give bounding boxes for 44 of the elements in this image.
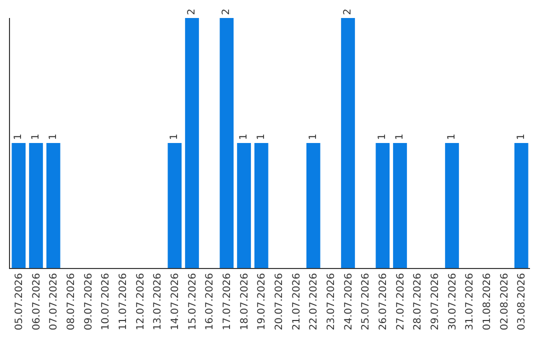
x-tick-label: 27.07.2026	[395, 273, 406, 330]
x-tick-label: 25.07.2026	[360, 273, 372, 330]
x-tick-label: 11.07.2026	[118, 273, 129, 330]
x-tick-label: 09.07.2026	[83, 273, 94, 330]
x-tick-label: 16.07.2026	[204, 273, 216, 330]
x-tick-label: 06.07.2026	[31, 273, 42, 330]
x-tick-label: 05.07.2026	[14, 273, 25, 330]
data-label: 1	[13, 134, 24, 140]
x-tick-label: 29.07.2026	[430, 273, 441, 330]
x-tick-label: 15.07.2026	[187, 273, 198, 330]
x-tick-label: 08.07.2026	[66, 273, 77, 330]
x-tick-label: 28.07.2026	[412, 273, 424, 330]
x-tick-label: 14.07.2026	[170, 273, 181, 330]
data-label: 1	[377, 134, 388, 140]
x-tick-label: 12.07.2026	[135, 273, 146, 330]
data-label: 2	[342, 8, 354, 15]
x-tick-label: 24.07.2026	[343, 273, 354, 330]
x-tick-label: 19.07.2026	[256, 273, 268, 330]
data-label: 1	[446, 134, 458, 140]
x-tick-label: 20.07.2026	[274, 273, 285, 330]
x-tick-label: 10.07.2026	[100, 273, 112, 330]
x-tick-label: 23.07.2026	[326, 273, 337, 330]
x-tick-label: 01.08.2026	[482, 273, 493, 330]
x-tick-label: 13.07.2026	[152, 273, 164, 330]
x-tick-label: 30.07.2026	[447, 273, 458, 330]
data-label: 1	[48, 134, 59, 140]
data-label: 2	[186, 8, 198, 15]
data-label: 1	[169, 134, 180, 140]
data-label: 1	[308, 134, 319, 140]
x-tick-label: 21.07.2026	[291, 273, 302, 330]
data-label: 1	[30, 134, 42, 140]
x-tick-label: 26.07.2026	[378, 273, 389, 330]
data-label: 1	[516, 134, 527, 140]
data-label: 1	[394, 134, 406, 140]
x-tick-label: 18.07.2026	[239, 273, 250, 330]
data-label: 1	[256, 134, 267, 140]
x-tick-label: 02.08.2026	[499, 273, 510, 330]
x-tick-label: 17.07.2026	[222, 273, 233, 330]
data-label: 1	[238, 134, 250, 140]
x-tick-label: 22.07.2026	[308, 273, 320, 330]
data-label: 2	[221, 8, 232, 15]
x-tick-label: 03.08.2026	[516, 273, 528, 330]
x-tick-label: 31.07.2026	[464, 273, 476, 330]
x-tick-label: 07.07.2026	[48, 273, 60, 330]
